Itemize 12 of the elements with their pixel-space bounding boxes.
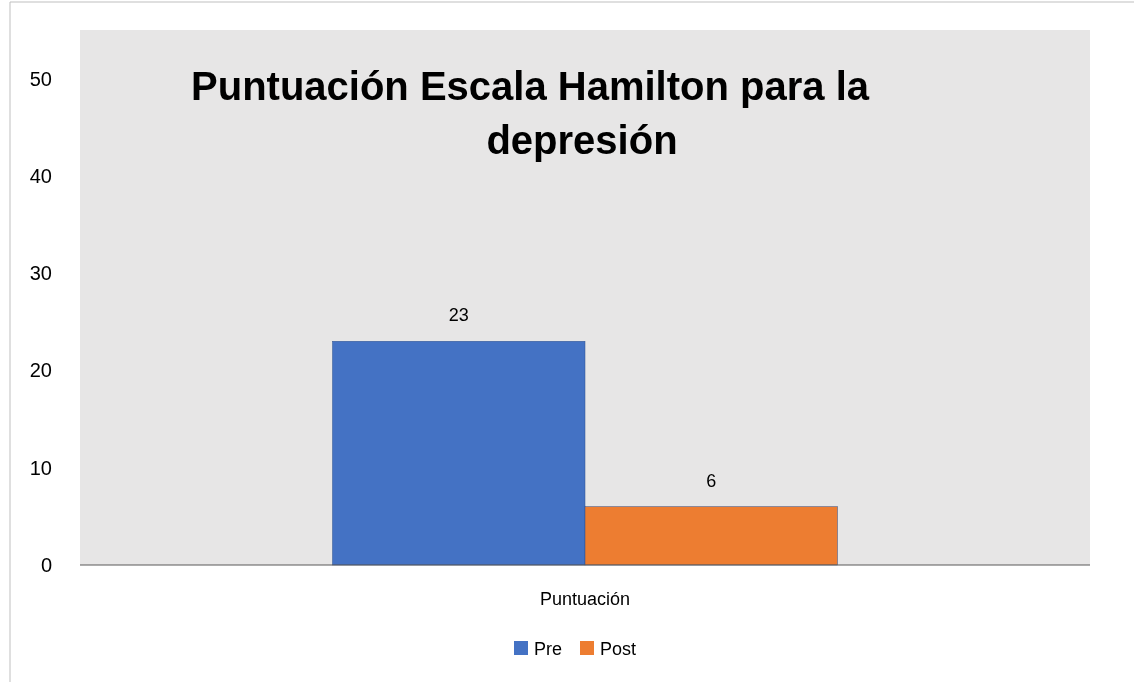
data-label: 6 <box>706 470 717 491</box>
legend-label: Post <box>600 639 637 659</box>
x-tick-label: Puntuación <box>539 589 631 609</box>
y-tick-label: 0 <box>40 554 52 576</box>
y-tick-label: 30 <box>29 262 52 285</box>
data-label: 23 <box>448 305 469 326</box>
y-tick-label: 20 <box>29 359 52 382</box>
y-tick-label: 50 <box>29 67 52 90</box>
legend-label: Pre <box>534 639 563 659</box>
y-tick-label: 10 <box>29 456 52 479</box>
y-tick-label: 40 <box>29 164 52 187</box>
text: Puntuación Escala Hamilton para la depresión <box>191 64 870 162</box>
